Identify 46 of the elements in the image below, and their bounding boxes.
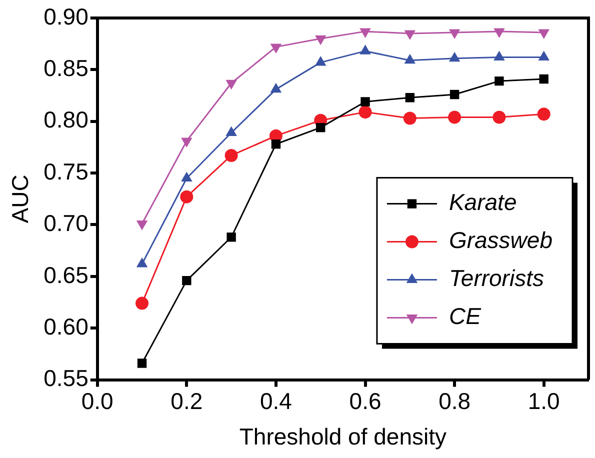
x-tick-label: 0.2 [170, 388, 203, 414]
x-tick-label: 0.6 [349, 388, 382, 414]
legend-label: Grassweb [448, 227, 553, 254]
point [494, 76, 504, 86]
point [539, 74, 548, 84]
point [360, 97, 370, 106]
point [136, 258, 148, 268]
x-tick-label: 0.8 [438, 388, 471, 414]
point [136, 296, 149, 310]
y-tick-label: 0.65 [44, 262, 88, 288]
point [492, 110, 506, 124]
point [314, 35, 326, 46]
point [316, 122, 326, 132]
point [404, 30, 416, 40]
point [494, 28, 505, 38]
y-tick-label: 0.70 [44, 210, 88, 236]
legend-label: CE [448, 303, 482, 330]
point [448, 29, 460, 39]
point [271, 140, 281, 149]
point [360, 28, 371, 38]
point [224, 148, 238, 162]
point [448, 110, 462, 124]
point [226, 80, 237, 90]
x-axis-title: Threshold of density [239, 424, 447, 450]
y-tick-label: 0.80 [44, 106, 88, 133]
y-tick-label: 0.90 [44, 3, 88, 30]
y-axis-title: AUC [7, 174, 34, 224]
point [538, 29, 550, 39]
point [226, 232, 236, 242]
point [358, 106, 372, 119]
y-tick-label: 0.60 [44, 313, 88, 340]
legend-label: Karate [448, 189, 517, 216]
legend-label: Terrorists [448, 265, 544, 292]
point [405, 93, 414, 102]
point [182, 276, 192, 286]
point [181, 138, 192, 148]
y-tick-label: 0.75 [44, 158, 88, 184]
x-tick-label: 1.0 [528, 388, 560, 414]
point [270, 44, 282, 54]
point [137, 358, 147, 368]
point [403, 112, 416, 125]
x-tick-label: 0.4 [260, 388, 292, 414]
point [537, 108, 550, 121]
y-tick-label: 0.85 [44, 55, 88, 82]
point [450, 90, 460, 100]
point [180, 190, 194, 204]
